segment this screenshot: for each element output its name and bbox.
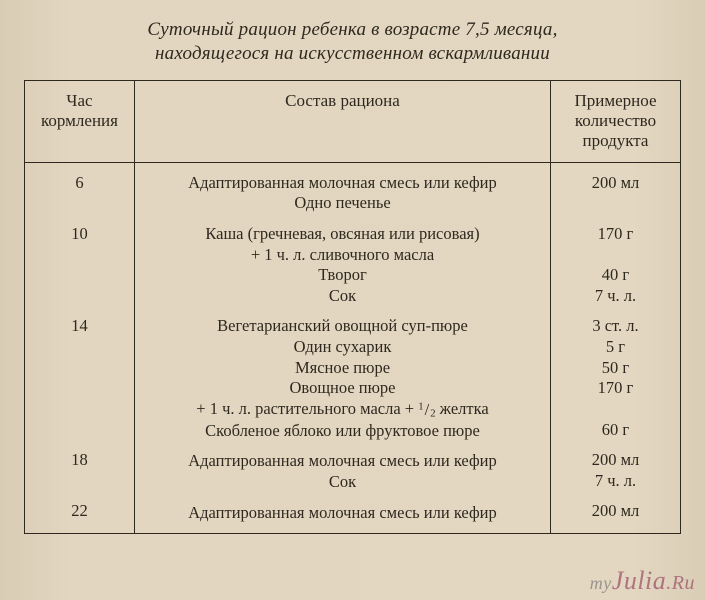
feeding-hour-block: 6 <box>33 173 126 214</box>
feeding-hour-block: 22 <box>33 501 126 522</box>
quantity-column-cell: 200 мл 170 г 40 г7 ч. л.3 ст. л.5 г50 г1… <box>551 162 681 534</box>
diet-quantity: 50 г <box>559 358 672 379</box>
diet-quantity: 7 ч. л. <box>559 286 672 307</box>
feeding-quantity-block: 200 мл <box>559 173 672 214</box>
feeding-hour <box>33 378 126 399</box>
feeding-hour: 6 <box>33 173 126 194</box>
diet-quantity: 5 г <box>559 337 672 358</box>
col-header-composition-text: Состав рациона <box>285 91 400 110</box>
col-header-quantity: Примерное количество продукта <box>551 80 681 162</box>
diet-quantity <box>559 193 672 214</box>
diet-item: Один сухарик <box>143 337 542 358</box>
diet-quantity: 170 г <box>559 378 672 399</box>
diet-quantity <box>559 245 672 266</box>
diet-item: Овощное пюре <box>143 378 542 399</box>
diet-item: Адаптированная молочная смесь или кефир <box>143 451 542 472</box>
diet-item: Вегетарианский овощной суп-пюре <box>143 316 542 337</box>
diet-quantity: 170 г <box>559 224 672 245</box>
diet-item: Сок <box>143 472 542 493</box>
diet-item: Одно печенье <box>143 193 542 214</box>
composition-column-cell: Адаптированная молочная смесь или кефирО… <box>135 162 551 534</box>
col-header-qty-l3: продукта <box>583 131 649 150</box>
diet-quantity: 40 г <box>559 265 672 286</box>
feeding-hour <box>33 358 126 379</box>
feeding-quantity-block: 200 мл <box>559 501 672 522</box>
table-header: Час кормления Состав рациона Примерное к… <box>25 80 681 162</box>
feeding-hour: 10 <box>33 224 126 245</box>
feeding-composition-block: Каша (гречневая, овсяная или рисовая)+ 1… <box>143 224 542 307</box>
diet-quantity: 200 мл <box>559 173 672 194</box>
col-header-composition: Состав рациона <box>135 80 551 162</box>
table-body-row: 6 10 14 18 22 Адаптированная молочная см… <box>25 162 681 534</box>
col-header-qty-l2: количество <box>575 111 656 130</box>
diet-item: Мясное пюре <box>143 358 542 379</box>
feeding-hour <box>33 245 126 266</box>
feeding-quantity-block: 3 ст. л.5 г50 г170 г 60 г <box>559 316 672 440</box>
feeding-hour <box>33 337 126 358</box>
title-line-2: находящегося на искусственном вскармлива… <box>155 43 550 64</box>
diet-table: Час кормления Состав рациона Примерное к… <box>24 80 681 535</box>
col-header-qty-l1: Примерное <box>574 91 656 110</box>
diet-quantity: 60 г <box>559 420 672 441</box>
diet-quantity <box>559 399 672 420</box>
feeding-hour <box>33 399 126 420</box>
diet-item: Творог <box>143 265 542 286</box>
feeding-hour <box>33 265 126 286</box>
feeding-hour: 22 <box>33 501 126 522</box>
hour-column-cell: 6 10 14 18 22 <box>25 162 135 534</box>
diet-quantity: 7 ч. л. <box>559 471 672 492</box>
diet-item: Адаптированная молочная смесь или кефир <box>143 173 542 194</box>
diet-quantity: 200 мл <box>559 501 672 522</box>
col-header-hour-text: Час кормления <box>41 91 118 130</box>
feeding-hour-block: 18 <box>33 450 126 491</box>
diet-item: Скобленое яблоко или фруктовое пюре <box>143 421 542 442</box>
diet-item: + 1 ч. л. растительного масла + 1/2 желт… <box>143 399 542 421</box>
diet-item: Сок <box>143 286 542 307</box>
feeding-hour <box>33 420 126 441</box>
feeding-quantity-block: 170 г 40 г7 ч. л. <box>559 224 672 307</box>
diet-item: + 1 ч. л. сливочного масла <box>143 245 542 266</box>
feeding-quantity-block: 200 мл7 ч. л. <box>559 450 672 491</box>
page-title: Суточный рацион ребенка в возрасте 7,5 м… <box>34 18 671 66</box>
feeding-hour <box>33 193 126 214</box>
feeding-hour <box>33 286 126 307</box>
feeding-hour <box>33 471 126 492</box>
feeding-hour-block: 10 <box>33 224 126 307</box>
feeding-composition-block: Адаптированная молочная смесь или кефирО… <box>143 173 542 214</box>
title-line-1: Суточный рацион ребенка в возрасте 7,5 м… <box>147 19 557 40</box>
document-page: Суточный рацион ребенка в возрасте 7,5 м… <box>0 0 705 600</box>
diet-item: Каша (гречневая, овсяная или рисовая) <box>143 224 542 245</box>
diet-quantity: 200 мл <box>559 450 672 471</box>
feeding-composition-block: Вегетарианский овощной суп-пюреОдин суха… <box>143 316 542 441</box>
diet-item: Адаптированная молочная смесь или кефир <box>143 503 542 524</box>
feeding-composition-block: Адаптированная молочная смесь или кефир <box>143 503 542 524</box>
col-header-hour: Час кормления <box>25 80 135 162</box>
feeding-hour: 14 <box>33 316 126 337</box>
feeding-hour-block: 14 <box>33 316 126 440</box>
feeding-composition-block: Адаптированная молочная смесь или кефирС… <box>143 451 542 492</box>
feeding-hour: 18 <box>33 450 126 471</box>
diet-quantity: 3 ст. л. <box>559 316 672 337</box>
